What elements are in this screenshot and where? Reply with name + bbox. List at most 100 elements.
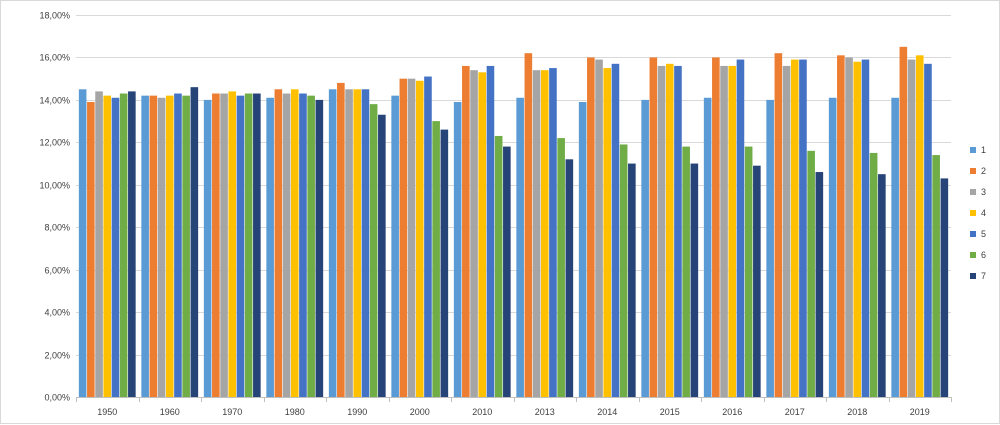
bar-series-4-2015 bbox=[665, 63, 674, 398]
bar-series-1-1950 bbox=[78, 89, 87, 397]
bar-series-7-2017 bbox=[815, 172, 824, 397]
legend-label: 1 bbox=[981, 145, 986, 155]
bar-series-2-1970 bbox=[212, 93, 220, 398]
bar-series-7-2010 bbox=[503, 146, 511, 397]
y-tick-label: 0,00% bbox=[44, 393, 70, 403]
bar-series-5-2014 bbox=[611, 63, 620, 398]
legend-swatch-7 bbox=[970, 273, 976, 279]
bar-series-6-1950 bbox=[119, 93, 128, 398]
bar-series-7-2019 bbox=[940, 178, 949, 397]
bar-series-1-2010 bbox=[453, 102, 462, 397]
bar-series-5-1980 bbox=[299, 93, 307, 398]
bar-series-5-2019 bbox=[924, 63, 932, 398]
bar-series-4-1960 bbox=[165, 95, 174, 397]
x-category-label: 1970 bbox=[222, 407, 242, 417]
x-category-label: 2014 bbox=[597, 407, 617, 417]
bar-series-2-2015 bbox=[649, 57, 658, 397]
legend-swatch-3 bbox=[970, 189, 976, 195]
legend-swatch-6 bbox=[970, 252, 976, 258]
bar-series-7-1950 bbox=[128, 91, 136, 398]
legend-swatch-1 bbox=[970, 147, 976, 153]
bar-series-2-1950 bbox=[87, 102, 95, 397]
bar-series-1-1980 bbox=[266, 97, 274, 398]
bar-series-3-1960 bbox=[157, 97, 166, 398]
bar-series-3-1970 bbox=[220, 93, 228, 398]
x-category-label: 2016 bbox=[722, 407, 742, 417]
y-tick-label: 10,00% bbox=[39, 181, 70, 191]
bar-series-6-1970 bbox=[244, 93, 253, 398]
bar-series-3-2017 bbox=[782, 65, 791, 398]
bar-series-2-1960 bbox=[149, 95, 158, 397]
bar-series-4-2017 bbox=[790, 59, 799, 397]
x-category-label: 1980 bbox=[285, 407, 305, 417]
y-tick-label: 8,00% bbox=[44, 223, 70, 233]
bar-series-6-1960 bbox=[182, 95, 190, 397]
bar-series-2-1980 bbox=[274, 89, 283, 397]
y-tick-label: 2,00% bbox=[44, 351, 70, 361]
bar-series-4-2014 bbox=[603, 68, 612, 397]
bar-series-3-2000 bbox=[407, 78, 416, 398]
legend: 1 2 3 4 5 6 7 bbox=[970, 145, 986, 281]
bar-series-6-2015 bbox=[682, 146, 690, 397]
x-category-label: 1990 bbox=[347, 407, 367, 417]
bar-series-6-2018 bbox=[869, 152, 878, 397]
x-category-label: 2019 bbox=[910, 407, 930, 417]
bar-series-7-2015 bbox=[690, 163, 699, 397]
bar-series-7-2000 bbox=[440, 129, 449, 397]
bar-series-6-2016 bbox=[744, 146, 753, 397]
bar-series-1-2018 bbox=[828, 97, 837, 398]
legend-label: 5 bbox=[981, 229, 986, 239]
x-category-label: 1960 bbox=[160, 407, 180, 417]
bar-series-6-2019 bbox=[932, 155, 940, 397]
bar-series-1-2015 bbox=[641, 99, 649, 397]
bar-series-4-2019 bbox=[915, 55, 924, 397]
bar-series-2-2000 bbox=[399, 78, 408, 398]
legend-label: 7 bbox=[981, 271, 986, 281]
bar-series-6-1980 bbox=[307, 95, 315, 397]
legend-label: 4 bbox=[981, 208, 986, 218]
bar-series-6-2014 bbox=[619, 144, 628, 397]
x-category-label: 2015 bbox=[660, 407, 680, 417]
bar-series-4-1950 bbox=[103, 95, 112, 397]
bar-series-3-2013 bbox=[532, 70, 541, 398]
bar-series-1-2000 bbox=[391, 95, 399, 397]
bar-series-5-1970 bbox=[236, 95, 245, 397]
bar-series-1-2014 bbox=[578, 102, 587, 397]
bar-series-5-1960 bbox=[174, 93, 182, 398]
bar-series-7-2013 bbox=[565, 159, 574, 397]
bars bbox=[78, 46, 949, 398]
bar-series-6-2017 bbox=[807, 150, 815, 397]
bar-series-5-2013 bbox=[549, 68, 557, 397]
axes: 0,00% 2,00% 4,00% 6,00% 8,00% 10,00% 12,00% 14,… bbox=[39, 11, 952, 417]
bar-series-3-1990 bbox=[345, 89, 353, 397]
x-category-label: 2018 bbox=[847, 407, 867, 417]
bar-series-2-2013 bbox=[524, 53, 533, 397]
bar-series-3-2018 bbox=[845, 57, 853, 397]
x-category-label: 2013 bbox=[535, 407, 555, 417]
bar-series-2-2019 bbox=[899, 46, 908, 397]
y-tick-label: 12,00% bbox=[39, 138, 70, 148]
bar-series-7-1970 bbox=[253, 93, 261, 398]
bar-series-4-1990 bbox=[353, 89, 362, 397]
bar-series-1-1990 bbox=[328, 89, 337, 397]
bar-series-1-1960 bbox=[141, 95, 149, 397]
bar-series-4-2013 bbox=[540, 70, 549, 398]
bar-series-2-2010 bbox=[462, 65, 470, 398]
bar-series-4-1980 bbox=[290, 89, 299, 397]
bar-series-7-2014 bbox=[628, 163, 636, 397]
bar-series-7-1990 bbox=[378, 114, 386, 398]
bar-series-5-2000 bbox=[424, 76, 432, 397]
bar-series-5-2016 bbox=[736, 59, 745, 397]
y-tick-label: 16,00% bbox=[39, 53, 70, 63]
bar-series-4-2010 bbox=[478, 72, 487, 398]
bar-series-4-2016 bbox=[728, 65, 737, 398]
legend-swatch-2 bbox=[970, 168, 976, 174]
bar-series-3-2015 bbox=[657, 65, 666, 398]
bar-series-6-2013 bbox=[557, 138, 565, 397]
bar-series-3-1980 bbox=[282, 93, 291, 398]
legend-label: 3 bbox=[981, 187, 986, 197]
x-category-label: 2010 bbox=[472, 407, 492, 417]
bar-series-7-2016 bbox=[753, 165, 761, 397]
bar-series-3-2019 bbox=[907, 59, 916, 397]
